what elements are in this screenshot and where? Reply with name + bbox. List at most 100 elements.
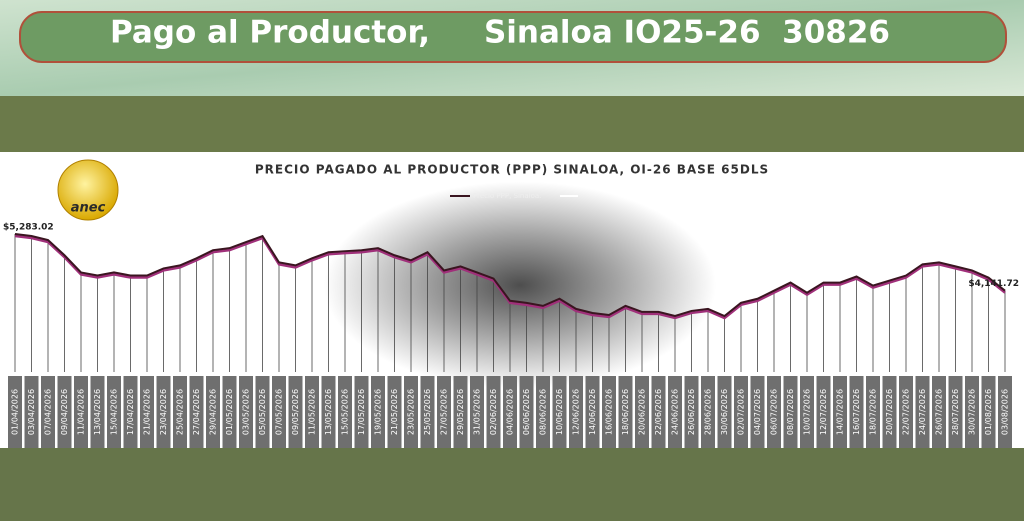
x-tick-label: 16/06/2026 <box>605 389 614 435</box>
x-tick-box <box>981 376 996 448</box>
x-tick-box <box>569 376 583 448</box>
x-tick-label: 03/08/2026 <box>1001 389 1010 435</box>
x-tick-box <box>189 376 204 448</box>
x-tick-label: 21/05/2026 <box>390 389 399 435</box>
x-tick-box <box>354 376 369 448</box>
page-title: Pago al Productor, Sinaloa IO25-26 30826 <box>110 15 890 51</box>
x-tick-box <box>519 376 534 448</box>
x-tick-label: 03/04/2026 <box>27 389 36 435</box>
x-tick-box <box>767 376 781 448</box>
x-tick-label: 30/07/2026 <box>968 389 977 435</box>
x-tick-box <box>816 376 831 448</box>
x-tick-box <box>156 376 171 448</box>
x-tick-label: 03/05/2026 <box>242 389 251 435</box>
x-tick-box <box>453 376 468 448</box>
x-tick-label: 02/07/2026 <box>737 389 746 435</box>
x-tick-box <box>932 376 946 448</box>
x-tick-box <box>173 376 187 448</box>
x-tick-label: 26/06/2026 <box>687 389 696 435</box>
x-tick-label: 04/07/2026 <box>753 389 762 435</box>
x-tick-label: 08/06/2026 <box>539 389 548 435</box>
x-tick-box <box>536 376 550 448</box>
x-tick-box <box>915 376 930 448</box>
x-tick-label: 19/05/2026 <box>374 389 383 435</box>
x-tick-box <box>8 376 22 448</box>
x-tick-label: 25/05/2026 <box>423 389 432 435</box>
x-tick-label: 26/07/2026 <box>935 389 944 435</box>
title-banner <box>19 11 1007 63</box>
x-tick-box <box>998 376 1012 448</box>
x-tick-box <box>140 376 154 448</box>
x-tick-box <box>338 376 352 448</box>
data-label: $5,283.02 <box>3 223 54 233</box>
x-tick-box <box>668 376 682 448</box>
x-tick-label: 23/04/2026 <box>159 389 168 435</box>
x-tick-box <box>684 376 699 448</box>
x-tick-label: 11/05/2026 <box>308 389 317 435</box>
x-tick-box <box>882 376 897 448</box>
x-tick-box <box>387 376 402 448</box>
x-tick-box <box>57 376 72 448</box>
x-tick-box <box>651 376 666 448</box>
x-tick-label: 06/07/2026 <box>770 389 779 435</box>
x-tick-label: 22/07/2026 <box>902 389 911 435</box>
x-tick-box <box>701 376 715 448</box>
logo <box>57 159 119 221</box>
x-tick-box <box>272 376 286 448</box>
x-tick-box <box>783 376 798 448</box>
x-tick-box <box>965 376 979 448</box>
x-tick-label: 05/05/2026 <box>258 389 267 435</box>
x-tick-box <box>288 376 303 448</box>
x-tick-label: 18/06/2026 <box>621 389 630 435</box>
x-tick-box <box>948 376 963 448</box>
x-tick-box <box>24 376 39 448</box>
x-tick-box <box>585 376 600 448</box>
x-tick-label: 11/04/2026 <box>77 389 86 435</box>
x-tick-label: 14/06/2026 <box>588 389 597 435</box>
x-tick-label: 13/05/2026 <box>324 389 333 435</box>
x-tick-label: 28/06/2026 <box>704 389 713 435</box>
x-tick-label: 01/08/2026 <box>984 389 993 435</box>
series-line <box>14 233 1006 318</box>
x-tick-box <box>255 376 270 448</box>
x-tick-box <box>41 376 55 448</box>
x-tick-label: 24/07/2026 <box>918 389 927 435</box>
x-tick-box <box>635 376 649 448</box>
x-tick-box <box>618 376 633 448</box>
x-tick-label: 10/06/2026 <box>555 389 564 435</box>
chart-title: PRECIO PAGADO AL PRODUCTOR (PPP) SINALOA… <box>255 163 769 177</box>
x-tick-box <box>503 376 517 448</box>
x-tick-label: 22/06/2026 <box>654 389 663 435</box>
x-tick-label: 16/07/2026 <box>852 389 861 435</box>
x-tick-box <box>734 376 748 448</box>
x-tick-label: 01/04/2026 <box>11 389 20 435</box>
x-tick-label: 12/06/2026 <box>572 389 581 435</box>
x-tick-box <box>371 376 385 448</box>
x-tick-label: 15/04/2026 <box>110 389 119 435</box>
x-tick-label: 07/05/2026 <box>275 389 284 435</box>
x-tick-label: 17/05/2026 <box>357 389 366 435</box>
x-tick-label: 09/05/2026 <box>291 389 300 435</box>
x-tick-label: 30/06/2026 <box>720 389 729 435</box>
x-tick-label: 21/04/2026 <box>143 389 152 435</box>
x-tick-box <box>222 376 237 448</box>
legend-label: Precio PPP, Sinaloa. <box>473 192 541 200</box>
x-tick-label: 14/07/2026 <box>836 389 845 435</box>
x-tick-label: 18/07/2026 <box>869 389 878 435</box>
x-tick-label: 23/05/2026 <box>407 389 416 435</box>
x-tick-label: 02/06/2026 <box>489 389 498 435</box>
data-label: $4,141.72 <box>968 279 1019 289</box>
texture-band <box>0 448 1024 521</box>
x-tick-box <box>321 376 336 448</box>
x-tick-box <box>833 376 847 448</box>
x-tick-box <box>90 376 105 448</box>
x-tick-box <box>800 376 814 448</box>
x-tick-label: 08/07/2026 <box>786 389 795 435</box>
line-shadow <box>14 234 1006 320</box>
logo-text: anec <box>71 201 106 216</box>
x-tick-label: 27/05/2026 <box>440 389 449 435</box>
x-tick-label: 06/06/2026 <box>522 389 531 435</box>
x-tick-label: 25/04/2026 <box>176 389 185 435</box>
x-tick-box <box>866 376 880 448</box>
x-tick-label: 12/07/2026 <box>819 389 828 435</box>
